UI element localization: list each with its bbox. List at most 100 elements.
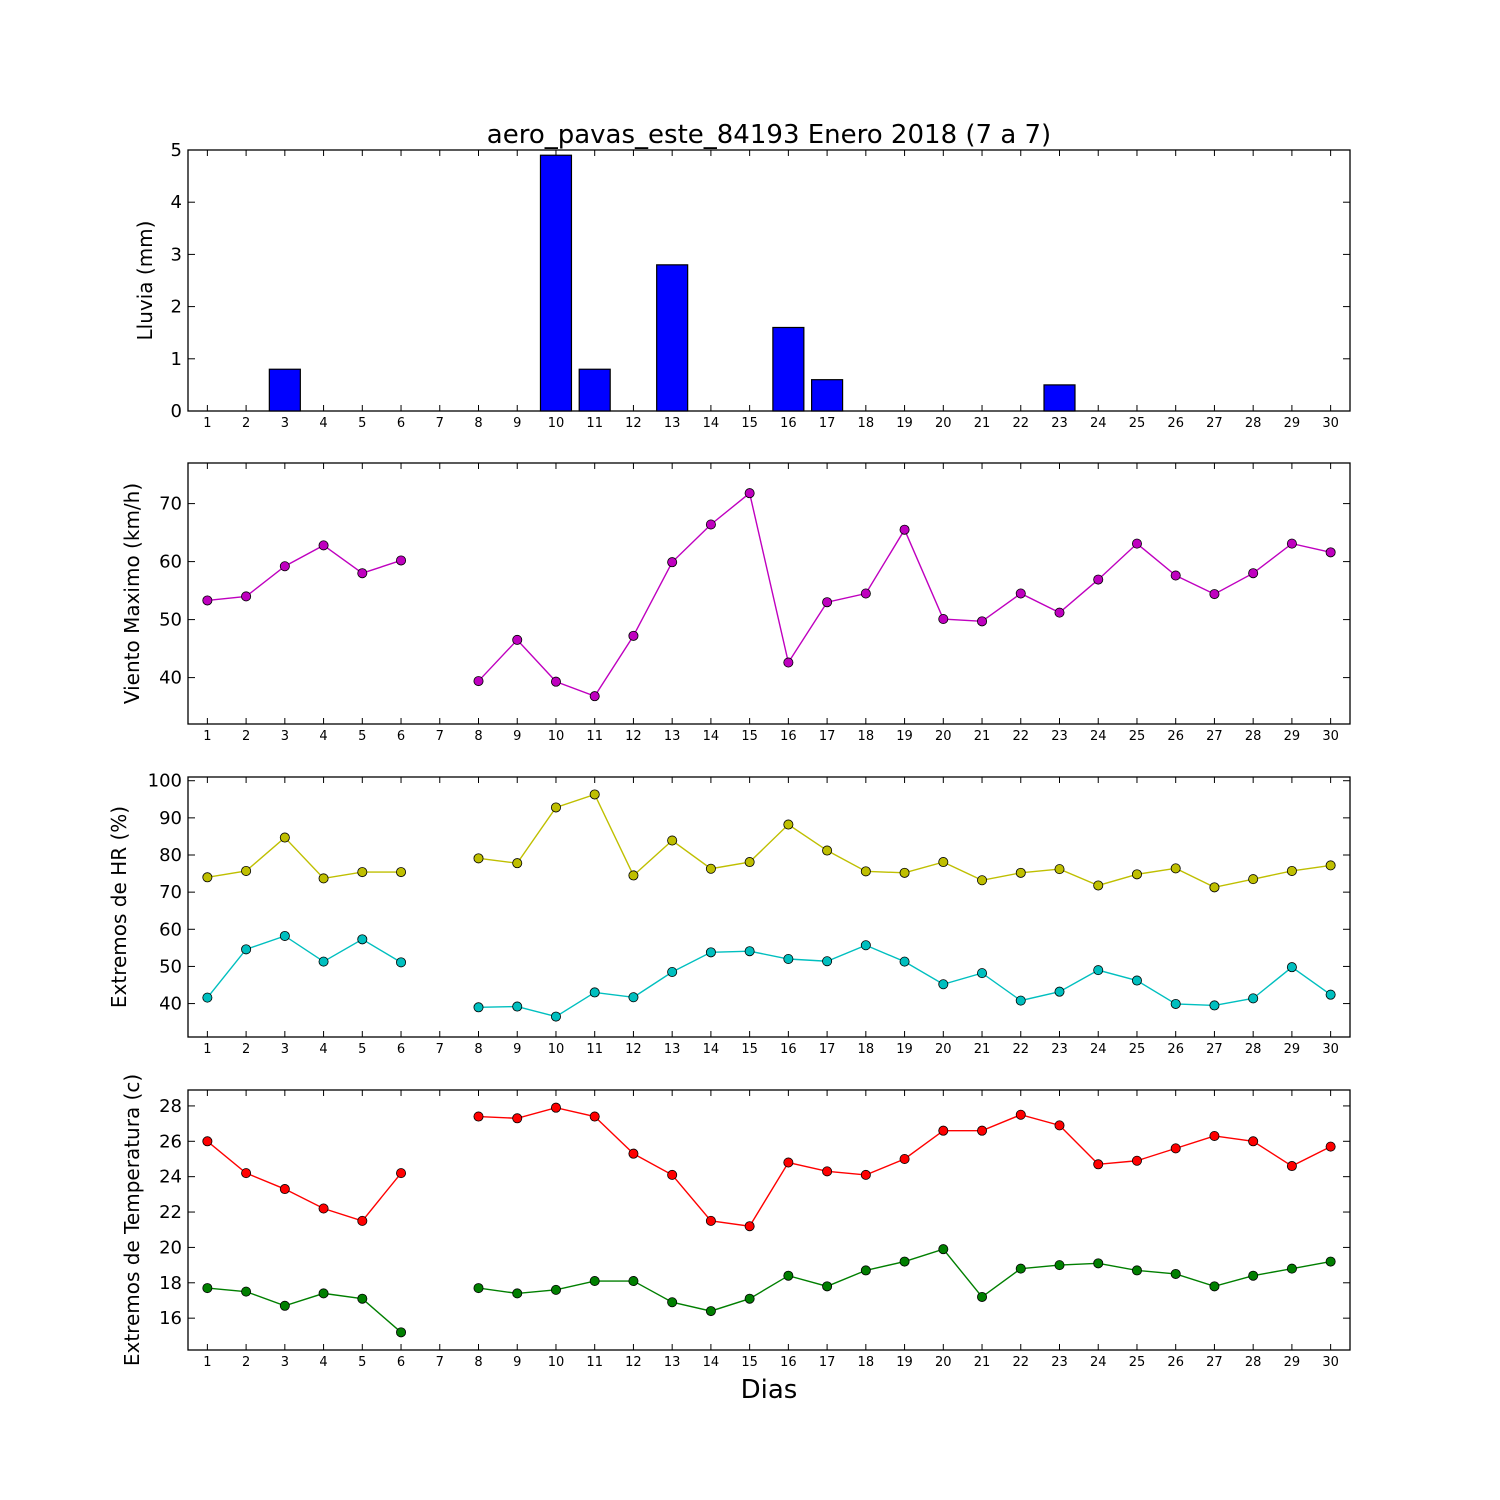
x-tick-label: 14 <box>703 1042 720 1057</box>
data-point-1-day-19 <box>899 867 910 878</box>
x-tick-label: 6 <box>397 1355 405 1370</box>
y-tick-label: 26 <box>159 1131 182 1152</box>
data-point-1-day-13 <box>667 1169 678 1180</box>
data-point-1-day-29 <box>1286 865 1297 876</box>
data-point-1-day-9 <box>512 634 523 645</box>
data-point-1-day-6 <box>396 1168 407 1179</box>
x-tick-label: 12 <box>625 729 642 744</box>
data-point-1-day-17 <box>822 845 833 856</box>
x-tick-label: 27 <box>1206 1042 1223 1057</box>
data-point-2-day-3 <box>279 930 290 941</box>
data-point-1-day-24 <box>1093 880 1104 891</box>
data-point-1-day-6 <box>396 867 407 878</box>
y-axis-label: Lluvia (mm) <box>133 221 157 341</box>
data-point-2-day-12 <box>628 992 639 1003</box>
x-tick-label: 15 <box>741 729 758 744</box>
y-tick-label: 70 <box>159 494 182 515</box>
y-tick-label: 0 <box>171 401 182 422</box>
x-tick-label: 30 <box>1322 1042 1339 1057</box>
x-tick-label: 16 <box>780 729 797 744</box>
data-point-2-day-8 <box>473 1002 484 1013</box>
x-tick-label: 28 <box>1245 1355 1262 1370</box>
x-tick-label: 16 <box>780 416 797 431</box>
x-tick-label: 8 <box>474 416 482 431</box>
data-point-2-day-12 <box>628 1276 639 1287</box>
data-point-1-day-25 <box>1131 869 1142 880</box>
data-point-1-day-20 <box>938 614 949 625</box>
data-point-1-day-22 <box>1015 1109 1026 1120</box>
data-point-1-day-2 <box>241 591 252 602</box>
data-point-1-day-9 <box>512 858 523 869</box>
y-tick-label: 28 <box>159 1096 182 1117</box>
bar-day-13 <box>656 264 689 412</box>
data-point-1-day-20 <box>938 857 949 868</box>
data-point-2-day-16 <box>783 1270 794 1281</box>
y-tick-label: 22 <box>159 1202 182 1223</box>
data-point-2-day-30 <box>1325 1256 1336 1267</box>
bar-day-3 <box>268 368 301 412</box>
x-tick-label: 4 <box>319 1355 327 1370</box>
bar-day-17 <box>811 379 844 412</box>
x-tick-label: 25 <box>1129 1355 1146 1370</box>
data-point-1-day-14 <box>705 1215 716 1226</box>
data-point-1-day-3 <box>279 1184 290 1195</box>
data-point-1-day-29 <box>1286 538 1297 549</box>
x-tick-label: 29 <box>1284 416 1301 431</box>
x-tick-label: 15 <box>741 1355 758 1370</box>
x-tick-label: 1 <box>203 729 211 744</box>
y-tick-label: 40 <box>159 668 182 689</box>
data-point-2-day-26 <box>1170 1268 1181 1279</box>
data-point-2-day-18 <box>860 1265 871 1276</box>
x-tick-label: 22 <box>1012 416 1029 431</box>
x-tick-label: 11 <box>586 1042 603 1057</box>
x-tick-label: 8 <box>474 1042 482 1057</box>
x-tick-label: 26 <box>1167 729 1184 744</box>
x-tick-label: 17 <box>819 1042 836 1057</box>
x-tick-label: 27 <box>1206 729 1223 744</box>
data-point-2-day-1 <box>202 1283 213 1294</box>
y-axis-label: Extremos de HR (%) <box>107 806 131 1008</box>
x-tick-label: 1 <box>203 416 211 431</box>
data-point-2-day-2 <box>241 944 252 955</box>
data-point-2-day-24 <box>1093 1258 1104 1269</box>
x-tick-label: 19 <box>896 1355 913 1370</box>
x-tick-label: 25 <box>1129 1042 1146 1057</box>
x-tick-label: 2 <box>242 1042 250 1057</box>
data-point-1-day-19 <box>899 1153 910 1164</box>
y-tick-label: 60 <box>159 919 182 940</box>
x-tick-label: 20 <box>935 416 952 431</box>
data-point-1-day-23 <box>1054 864 1065 875</box>
x-tick-label: 23 <box>1051 729 1068 744</box>
data-point-1-day-28 <box>1248 568 1259 579</box>
y-tick-label: 40 <box>159 994 182 1015</box>
x-tick-label: 3 <box>281 1042 289 1057</box>
x-tick-label: 6 <box>397 416 405 431</box>
data-point-1-day-4 <box>318 1203 329 1214</box>
y-tick-label: 20 <box>159 1237 182 1258</box>
data-point-1-day-8 <box>473 676 484 687</box>
data-point-1-day-13 <box>667 835 678 846</box>
x-tick-label: 18 <box>858 1355 875 1370</box>
x-tick-label: 4 <box>319 1042 327 1057</box>
data-point-1-day-3 <box>279 561 290 572</box>
data-point-2-day-25 <box>1131 975 1142 986</box>
data-point-2-day-6 <box>396 957 407 968</box>
data-point-2-day-17 <box>822 956 833 967</box>
x-tick-label: 23 <box>1051 1355 1068 1370</box>
data-point-2-day-13 <box>667 967 678 978</box>
data-point-1-day-5 <box>357 568 368 579</box>
data-point-2-day-1 <box>202 992 213 1003</box>
data-point-2-day-5 <box>357 934 368 945</box>
x-tick-label: 10 <box>548 1355 565 1370</box>
data-point-2-day-3 <box>279 1300 290 1311</box>
x-tick-label: 19 <box>896 416 913 431</box>
data-point-2-day-11 <box>589 987 600 998</box>
data-point-1-day-10 <box>550 676 561 687</box>
data-point-1-day-11 <box>589 691 600 702</box>
y-tick-label: 2 <box>171 297 182 318</box>
x-tick-label: 11 <box>586 729 603 744</box>
data-point-1-day-12 <box>628 630 639 641</box>
x-tick-label: 11 <box>586 1355 603 1370</box>
